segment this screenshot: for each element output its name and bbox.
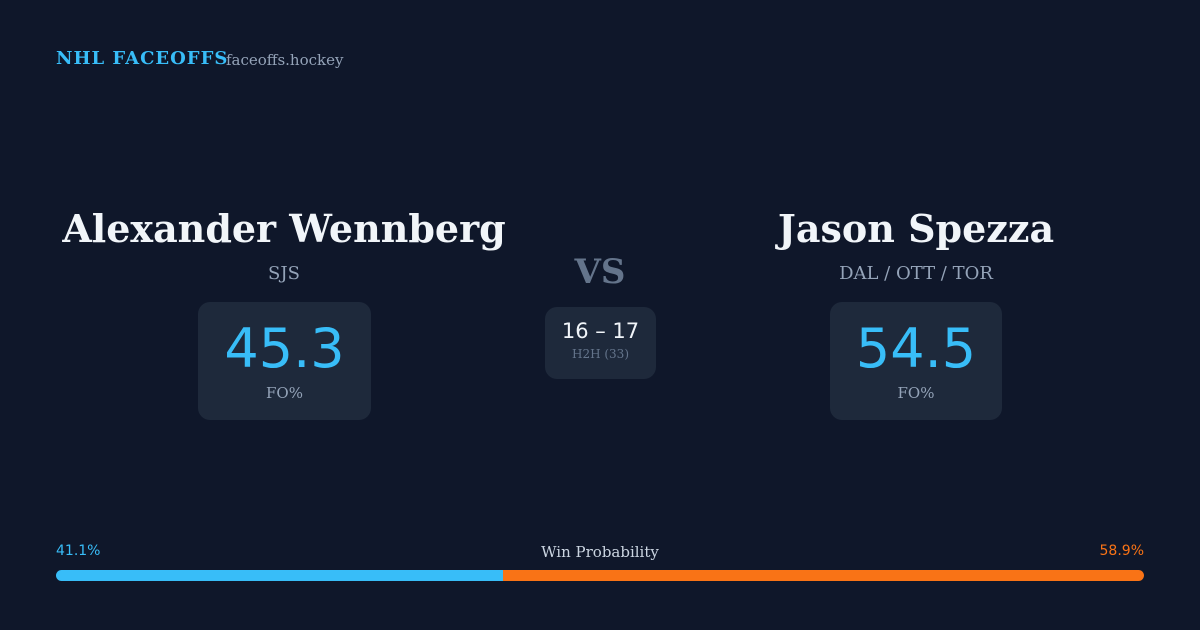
h2h-box: 16 – 17 H2H (33) [545, 307, 656, 379]
win-prob-left-label: 41.1% [56, 543, 101, 559]
left-stat-value: 45.3 [224, 317, 345, 380]
site-link[interactable]: faceoffs.hockey [226, 51, 344, 69]
versus: VS [574, 252, 626, 292]
win-prob-title: Win Probability [541, 543, 659, 561]
right-stat-label: FO% [897, 384, 935, 402]
right-stat-value: 54.5 [855, 317, 977, 380]
h2h-score: 16 – 17 [561, 319, 640, 343]
win-prob-bar [56, 570, 1144, 581]
right-player-name: Jason Spezza [777, 206, 1055, 251]
left-player-team: SJS [268, 263, 300, 284]
left-player-name: Alexander Wennberg [62, 206, 506, 251]
left-stat-box: 45.3 FO% [198, 302, 371, 420]
win-prob-left-segment [56, 570, 504, 581]
h2h-label: H2H (33) [571, 347, 629, 361]
win-prob-right-label: 58.9% [1099, 543, 1144, 559]
brand-title: NHL FACEOFFS [56, 48, 229, 69]
right-player-team: DAL / OTT / TOR [839, 263, 993, 284]
left-stat-label: FO% [266, 384, 303, 402]
win-prob-right-segment [503, 570, 1144, 581]
right-stat-box: 54.5 FO% [830, 302, 1002, 420]
